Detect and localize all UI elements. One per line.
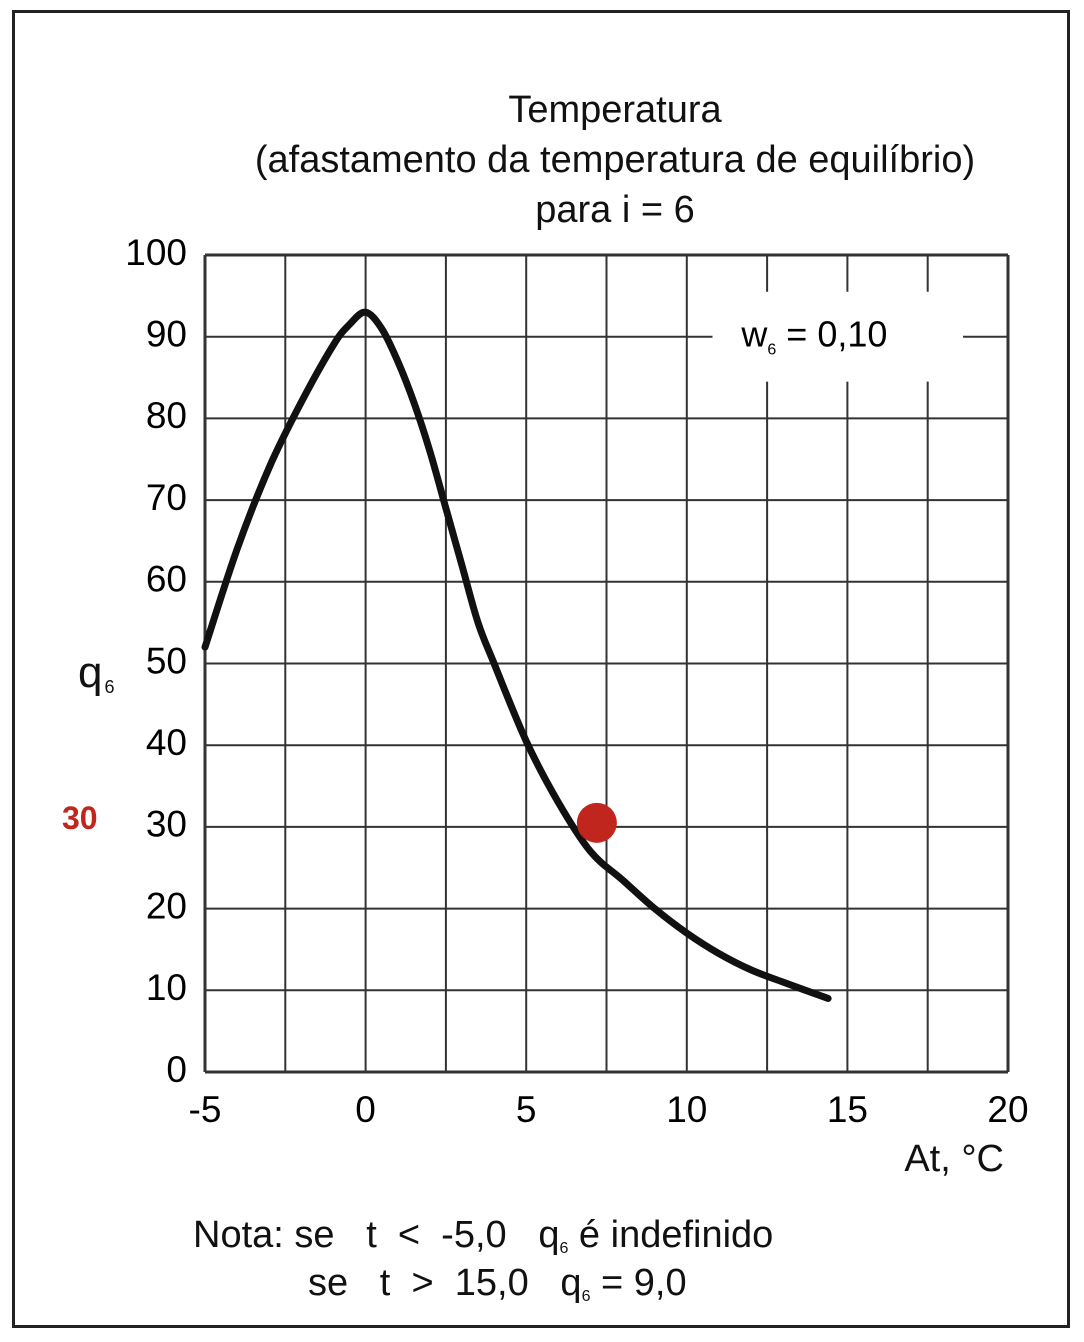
annotation-w6: w6 = 0,10	[740, 314, 887, 359]
y-tick-label: 60	[146, 559, 187, 600]
y-tick-label: 90	[146, 313, 187, 354]
chart-title-line-1: Temperatura	[508, 89, 722, 131]
y-tick-label: 20	[146, 885, 187, 926]
highlight-point	[576, 802, 617, 843]
highlight-label: 30	[62, 800, 98, 836]
y-tick-label: 40	[146, 722, 187, 763]
y-tick-label: 50	[146, 640, 187, 681]
x-tick-label: 10	[666, 1089, 707, 1130]
y-tick-label: 70	[146, 477, 187, 518]
x-tick-label: 5	[516, 1089, 537, 1130]
x-tick-label: -5	[189, 1089, 222, 1130]
note-line-2: se t > 15,0 q6 = 9,0	[308, 1262, 687, 1305]
grid	[203, 253, 1010, 1074]
series-line	[201, 308, 832, 1002]
note-line-1: Nota: se t < -5,0 q6 é indefinido	[193, 1214, 774, 1257]
annotation-box	[712, 291, 964, 382]
chart-title-line-2: (afastamento da temperatura de equilíbri…	[254, 139, 976, 181]
x-tick-label: 0	[355, 1089, 376, 1130]
x-tick-label: 20	[987, 1089, 1028, 1130]
y-tick-label: 0	[166, 1049, 187, 1090]
y-tick-label: 100	[125, 232, 187, 273]
chart-frame	[12, 10, 1070, 1328]
x-axis-label: At, °C	[904, 1138, 1004, 1180]
y-tick-label: 80	[146, 395, 187, 436]
y-tick-label: 10	[146, 967, 187, 1008]
y-tick-label: 30	[146, 804, 187, 845]
x-tick-label: 15	[827, 1089, 868, 1130]
chart-title-line-3: para i = 6	[535, 189, 695, 231]
